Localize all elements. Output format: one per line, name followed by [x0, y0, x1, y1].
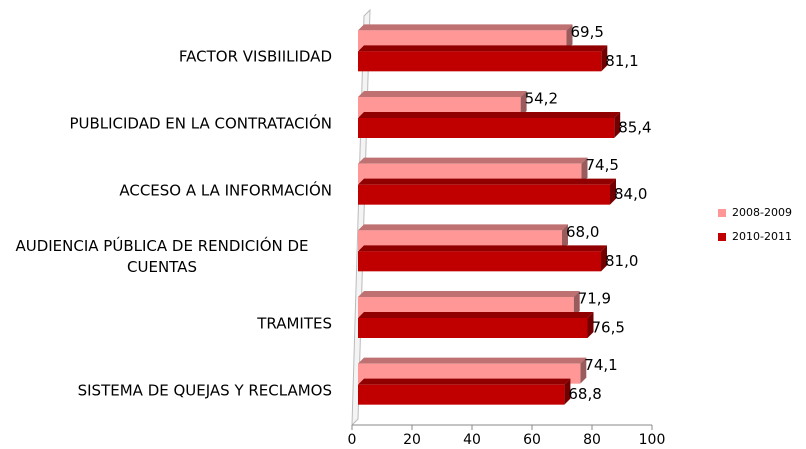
bar-top — [358, 378, 571, 385]
category-text: SISTEMA DE QUEJAS Y RECLAMOS — [77, 381, 332, 400]
value-label: 68,8 — [568, 385, 601, 403]
category-text: FACTOR VISBIILIDAD — [178, 47, 332, 66]
bar-top — [358, 24, 573, 31]
bar — [358, 318, 588, 338]
bar-top — [358, 291, 580, 297]
category-text: AUDIENCIA PÚBLICA DE RENDICIÓN DE CUENTA… — [15, 237, 309, 277]
x-tick-label: 60 — [523, 432, 541, 448]
bar-side — [601, 245, 607, 272]
bar-side — [564, 378, 571, 405]
value-label: 74,5 — [586, 156, 619, 174]
bar-top — [358, 45, 608, 52]
category-label: FACTOR VISBIILIDAD — [0, 47, 332, 68]
value-label: 76,5 — [592, 319, 625, 337]
bar-top — [358, 112, 621, 118]
x-tick-label: 100 — [639, 432, 666, 448]
value-label: 71,9 — [578, 290, 611, 308]
legend-label: 2010-2011 — [732, 230, 792, 243]
bar-top — [358, 224, 568, 231]
legend-swatch — [718, 233, 726, 241]
value-label: 68,0 — [566, 223, 599, 241]
bar-top — [358, 178, 616, 185]
value-label: 54,2 — [525, 90, 558, 108]
bar-side — [581, 157, 588, 184]
bar — [358, 118, 615, 138]
bar-side — [610, 178, 616, 205]
bar-side — [587, 312, 594, 338]
bar-side — [520, 91, 527, 117]
category-label: AUDIENCIA PÚBLICA DE RENDICIÓN DE CUENTA… — [0, 236, 332, 278]
bar-top — [358, 157, 588, 164]
bar — [358, 184, 610, 205]
bar-side — [573, 291, 580, 317]
bar-side — [580, 357, 587, 384]
category-text: TRAMITES — [257, 314, 332, 333]
bar-top — [358, 357, 587, 364]
value-label: 81,1 — [605, 52, 638, 70]
bar-side — [562, 224, 568, 251]
legend-label: 2008-2009 — [732, 206, 792, 219]
x-tick-label: 0 — [348, 432, 357, 448]
bar-top — [358, 312, 594, 318]
value-label: 84,0 — [614, 185, 647, 203]
category-label: ACCESO A LA INFORMACIÓN — [0, 180, 332, 201]
value-label: 74,1 — [584, 356, 617, 374]
category-text: ACCESO A LA INFORMACIÓN — [119, 181, 332, 200]
category-label: SISTEMA DE QUEJAS Y RECLAMOS — [0, 380, 332, 401]
category-text: PUBLICIDAD EN LA CONTRATACIÓN — [69, 114, 332, 133]
value-label: 81,0 — [605, 252, 638, 270]
bar — [358, 384, 565, 405]
bar — [358, 51, 602, 72]
category-label: PUBLICIDAD EN LA CONTRATACIÓN — [0, 114, 332, 135]
x-tick-label: 80 — [583, 432, 601, 448]
bar-top — [358, 245, 607, 252]
bar-side — [566, 24, 573, 51]
value-label: 69,5 — [571, 23, 604, 41]
bar-side — [601, 45, 608, 72]
bar-side — [614, 112, 621, 138]
bar — [358, 251, 601, 272]
value-label: 85,4 — [618, 119, 651, 137]
legend-swatch — [718, 209, 726, 217]
x-tick-label: 40 — [463, 432, 481, 448]
x-tick-label: 20 — [403, 432, 421, 448]
category-label: TRAMITES — [0, 314, 332, 335]
bar-top — [358, 91, 527, 97]
